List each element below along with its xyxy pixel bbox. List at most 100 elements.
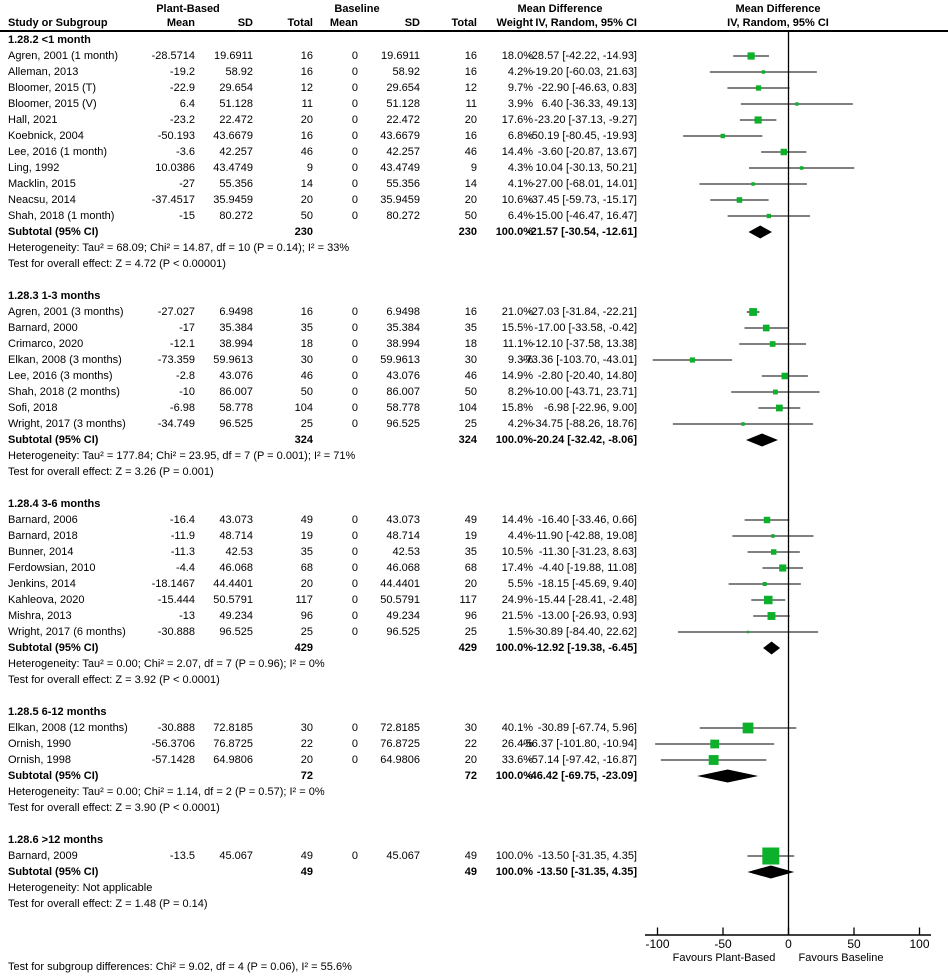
mean-plant: -30.888 (157, 722, 195, 734)
ci-text: -11.90 [-42.88, 19.08] (532, 530, 637, 542)
sd-plant: 43.4749 (213, 162, 253, 174)
ci-text: -37.45 [-59.73, -15.17] (528, 194, 637, 206)
weight: 3.9% (507, 98, 533, 110)
sd-plant: 42.257 (219, 146, 253, 158)
weight: 17.4% (501, 562, 533, 574)
mean-plant: -15 (179, 210, 195, 222)
mean-plant: -30.888 (157, 626, 195, 638)
column-header-ci-text: IV, Random, 95% CI (535, 17, 637, 29)
mean-baseline: 0 (351, 386, 358, 398)
total-plant: 46 (300, 146, 313, 158)
sd-plant: 55.356 (219, 178, 253, 190)
ci-text: -2.80 [-20.40, 14.80] (537, 370, 637, 382)
mean-baseline: 0 (351, 626, 358, 638)
ci-text: -15.44 [-28.41, -2.48] (534, 594, 637, 606)
sd-plant: 96.525 (219, 626, 253, 638)
total-baseline: 49 (464, 514, 477, 526)
sd-plant: 58.778 (219, 402, 253, 414)
sd-plant: 49.234 (219, 610, 253, 622)
subtotal-diamond (697, 769, 759, 783)
sd-plant: 45.067 (219, 850, 253, 862)
mean-plant: -18.1467 (151, 578, 195, 590)
ci-text: 10.04 [-30.13, 50.21] (535, 162, 637, 174)
mean-baseline: 0 (351, 82, 358, 94)
column-group-baseline: Baseline (334, 3, 380, 15)
ci-text: -15.00 [-46.47, 16.47] (531, 210, 637, 222)
effect-square (762, 847, 780, 865)
sd-baseline: 55.356 (386, 178, 420, 190)
ci-text: -34.75 [-88.26, 18.76] (531, 418, 637, 430)
heterogeneity-text: Heterogeneity: Tau² = 68.09; Chi² = 14.8… (8, 242, 350, 254)
weight: 14.4% (501, 146, 533, 158)
total-baseline: 50 (464, 210, 477, 222)
total-baseline: 49 (464, 850, 477, 862)
sd-baseline: 51.128 (386, 98, 420, 110)
column-header-ci-plot: IV, Random, 95% CI (727, 17, 829, 29)
total-plant: 35 (300, 546, 313, 558)
sd-baseline: 35.9459 (380, 194, 420, 206)
mean-baseline: 0 (351, 418, 358, 430)
sd-baseline: 72.8185 (380, 722, 420, 734)
ci-text: -22.90 [-46.63, 0.83] (537, 82, 637, 94)
subgroup-title: 1.28.3 1-3 months (8, 290, 101, 302)
sd-baseline: 35.384 (386, 322, 420, 334)
ci-text: 6.40 [-36.33, 49.13] (541, 98, 637, 110)
weight: 6.4% (507, 210, 533, 222)
mean-plant: -28.5714 (151, 50, 195, 62)
subtotal-diamond (748, 225, 772, 239)
subgroup-title: 1.28.4 3-6 months (8, 498, 101, 510)
mean-plant: -73.359 (157, 354, 195, 366)
ci-text: -13.00 [-26.93, 0.93] (537, 610, 637, 622)
total-baseline: 50 (464, 386, 477, 398)
total-baseline: 30 (464, 354, 477, 366)
heterogeneity-text: Heterogeneity: Tau² = 177.84; Chi² = 23.… (8, 450, 356, 462)
weight: 6.8% (507, 130, 533, 142)
weight: 17.6% (501, 114, 533, 126)
sd-baseline: 64.9806 (380, 754, 420, 766)
ci-text: -27.00 [-68.01, 14.01] (531, 178, 637, 190)
total-plant: 20 (300, 578, 313, 590)
sd-baseline: 58.778 (386, 402, 420, 414)
subgroup-title: 1.28.6 >12 months (8, 834, 104, 846)
total-baseline: 25 (464, 626, 477, 638)
mean-baseline: 0 (351, 130, 358, 142)
total-baseline: 30 (464, 722, 477, 734)
column-header-total-baseline: Total (451, 17, 477, 29)
effect-square (762, 324, 770, 332)
study-name: Mishra, 2013 (8, 610, 72, 622)
column-header-mean-plant: Mean (166, 17, 195, 29)
study-name: Agren, 2001 (1 month) (8, 50, 119, 62)
weight: 4.2% (507, 418, 533, 430)
total-baseline: 68 (464, 562, 477, 574)
effect-square (736, 197, 743, 203)
tick-label: -50 (714, 937, 732, 951)
weight: 24.9% (501, 594, 533, 606)
effect-square (762, 582, 767, 586)
mean-plant: -6.98 (169, 402, 195, 414)
ci-text: -18.15 [-45.69, 9.40] (537, 578, 637, 590)
ci-text: -73.36 [-103.70, -43.01] (522, 354, 637, 366)
mean-plant: -12.1 (169, 338, 195, 350)
subtotal-total-baseline: 324 (458, 434, 477, 446)
weight: 1.5% (507, 626, 533, 638)
sd-baseline: 42.257 (386, 146, 420, 158)
effect-square (772, 389, 778, 395)
effect-square (799, 166, 804, 170)
sd-baseline: 96.525 (386, 626, 420, 638)
total-plant: 50 (300, 210, 313, 222)
mean-plant: -19.2 (169, 66, 195, 78)
sd-plant: 42.53 (225, 546, 253, 558)
weight: 9.7% (507, 82, 533, 94)
subtotal-ci-text: -13.50 [-31.35, 4.35] (536, 866, 637, 878)
tick-label: 0 (785, 937, 792, 951)
total-baseline: 18 (464, 338, 477, 350)
effect-square (720, 133, 725, 139)
subtotal-weight: 100.0% (495, 434, 533, 446)
effect-square (751, 182, 755, 186)
ci-text: -17.00 [-33.58, -0.42] (534, 322, 637, 334)
mean-baseline: 0 (351, 530, 358, 542)
sd-plant: 19.6911 (214, 50, 253, 62)
mean-plant: -57.1428 (151, 754, 195, 766)
weight: 21.0% (501, 306, 533, 318)
